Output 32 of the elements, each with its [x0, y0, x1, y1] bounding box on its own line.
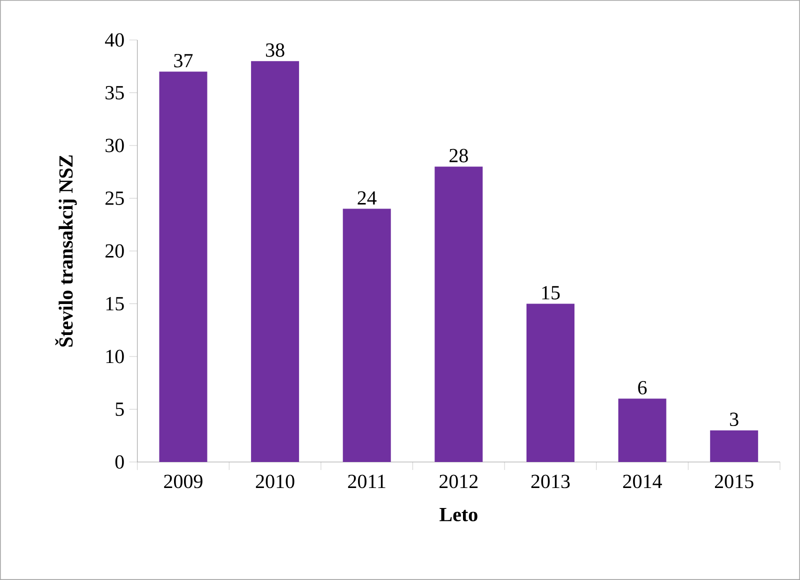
bar — [159, 72, 208, 462]
bar — [251, 61, 300, 462]
data-label: 3 — [730, 412, 738, 426]
data-label: 38 — [266, 43, 284, 57]
y-tick-label: 40 — [105, 33, 124, 47]
x-tick-label: 2010 — [256, 474, 294, 488]
data-label: 24 — [358, 191, 377, 205]
data-label: 37 — [174, 54, 193, 68]
y-tick-label: 30 — [106, 138, 124, 152]
y-tick-label: 5 — [116, 402, 124, 416]
bar — [618, 398, 666, 462]
y-axis-title: Število transakcij NSZ — [55, 155, 77, 347]
data-label: 28 — [450, 148, 468, 162]
bar — [526, 304, 574, 462]
x-axis-title: Leto — [440, 508, 478, 522]
y-tick-label: 20 — [106, 244, 124, 258]
y-tick-label: 25 — [106, 192, 124, 205]
x-tick-label: 2011 — [348, 474, 386, 488]
data-label: 6 — [638, 380, 647, 394]
bar — [710, 430, 758, 462]
x-tick-label: 2009 — [164, 474, 202, 488]
x-tick-label: 2013 — [531, 474, 570, 488]
x-tick-label: 2012 — [440, 474, 478, 488]
y-tick-label: 15 — [106, 297, 124, 310]
x-tick-label: 2014 — [623, 474, 662, 488]
bar — [342, 208, 391, 462]
y-tick-label: 10 — [106, 350, 124, 364]
bar — [434, 166, 483, 462]
y-tick-label: 35 — [106, 86, 124, 100]
x-tick-label: 2015 — [714, 474, 754, 488]
data-label: 15 — [542, 286, 560, 300]
y-tick-label: 0 — [115, 455, 124, 469]
